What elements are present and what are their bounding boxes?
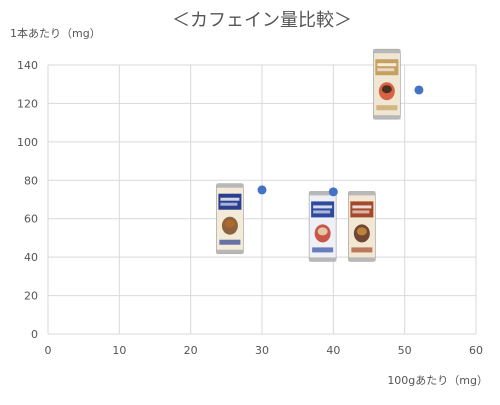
x-tick-label: 10	[112, 344, 126, 357]
data-point	[328, 187, 338, 197]
y-tick-label: 0	[31, 328, 38, 341]
product-images	[216, 48, 401, 262]
y-tick-label: 60	[24, 213, 38, 226]
data-point	[414, 85, 424, 95]
data-point	[257, 185, 267, 195]
data-points	[257, 85, 424, 197]
cafe-au-lait-can-image	[216, 183, 244, 255]
y-tick-label: 140	[17, 59, 38, 72]
boss-can-image	[348, 191, 376, 262]
tick-labels: 0 10 20 30 40 50 60 0 20 40 60 80 100 120 140	[17, 59, 483, 357]
x-tick-label: 0	[45, 344, 52, 357]
tokusei-latte-can-image	[308, 191, 337, 262]
x-tick-label: 50	[398, 344, 412, 357]
y-tick-label: 80	[24, 174, 38, 187]
x-axis-label: 100gあたり（mg）	[387, 374, 488, 387]
craft-coffee-can-image	[373, 48, 401, 120]
x-tick-label: 30	[255, 344, 269, 357]
x-tick-label: 60	[469, 344, 483, 357]
chart-title: ＜カフェイン量比較＞	[172, 10, 352, 31]
x-tick-label: 40	[326, 344, 340, 357]
x-tick-label: 20	[184, 344, 198, 357]
y-tick-label: 20	[24, 290, 38, 303]
y-tick-label: 120	[17, 97, 38, 110]
y-axis-label: 1本あたり（mg）	[10, 26, 101, 40]
gridlines	[47, 64, 477, 335]
y-tick-label: 100	[17, 136, 38, 149]
y-tick-label: 40	[24, 251, 38, 264]
